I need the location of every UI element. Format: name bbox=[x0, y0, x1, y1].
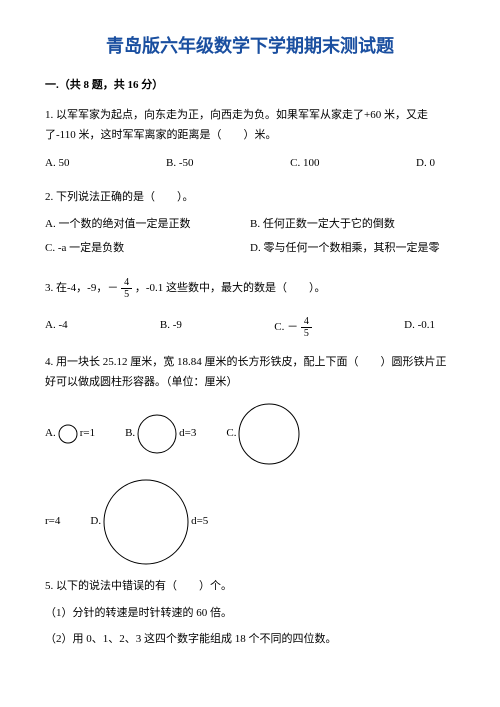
circle-b-icon bbox=[135, 412, 179, 456]
q3-opt-c-pre: C. － bbox=[274, 321, 298, 333]
q4-b-d: d=3 bbox=[179, 424, 196, 444]
q3-frac2-num: 4 bbox=[301, 316, 312, 328]
q4-text: 4. 用一块长 25.12 厘米，宽 18.84 厘米的长方形铁皮，配上下面（ … bbox=[45, 353, 455, 393]
q3-text: 3. 在-4，-9，－ 4 5 ，-0.1 这些数中，最大的数是（ ）。 bbox=[45, 277, 455, 300]
question-5: 5. 以下的说法中错误的有（ ）个。 （1）分针的转速是时针转速的 60 倍。 … bbox=[45, 577, 455, 650]
q4-d-label: D. bbox=[90, 512, 101, 532]
q5-sub2: （2）用 0、1、2、3 这四个数字能组成 18 个不同的四位数。 bbox=[45, 630, 455, 650]
q3-frac1-num: 4 bbox=[121, 277, 132, 289]
question-4: 4. 用一块长 25.12 厘米，宽 18.84 厘米的长方形铁皮，配上下面（ … bbox=[45, 353, 455, 567]
q2-opt-b: B. 任何正数一定大于它的倒数 bbox=[250, 215, 455, 235]
q4-opt-c: C. bbox=[226, 401, 302, 467]
q5-text: 5. 以下的说法中错误的有（ ）个。 bbox=[45, 577, 455, 597]
circle-a-icon bbox=[56, 422, 80, 446]
q4-row1: A. r=1 B. d=3 C. bbox=[45, 401, 455, 467]
q4-b-label: B. bbox=[125, 424, 135, 444]
q3-opt-d: D. -0.1 bbox=[404, 316, 435, 339]
q4-c-label: C. bbox=[226, 424, 236, 444]
q3-opt-a: A. -4 bbox=[45, 316, 68, 339]
q4-a-label: A. bbox=[45, 424, 56, 444]
q1-opt-c: C. 100 bbox=[290, 154, 319, 174]
q2-opt-a: A. 一个数的绝对值一定是正数 bbox=[45, 215, 250, 235]
q4-row2: r=4 D. d=5 bbox=[45, 477, 455, 567]
q1-opt-d: D. 0 bbox=[416, 154, 435, 174]
q5-sub1: （1）分针的转速是时针转速的 60 倍。 bbox=[45, 604, 455, 624]
q2-opt-d: D. 零与任何一个数相乘，其积一定是零 bbox=[250, 239, 455, 259]
q4-opt-b: B. d=3 bbox=[125, 412, 196, 456]
page-title: 青岛版六年级数学下学期期末测试题 bbox=[45, 30, 455, 62]
q4-c-r: r=4 bbox=[45, 512, 60, 532]
q4-d-d: d=5 bbox=[191, 512, 208, 532]
circle-c-icon bbox=[236, 401, 302, 467]
q3-frac-1: 4 5 bbox=[121, 277, 132, 300]
q3-frac2-den: 5 bbox=[301, 328, 312, 339]
q3-frac-2: 4 5 bbox=[301, 316, 312, 339]
q4-opt-a: A. r=1 bbox=[45, 422, 95, 446]
question-1: 1. 以军军家为起点，向东走为正，向西走为负。如果军军从家走了+60 米，又走了… bbox=[45, 106, 455, 173]
circle-d-icon bbox=[101, 477, 191, 567]
q1-opt-b: B. -50 bbox=[166, 154, 194, 174]
q3-text-post: ，-0.1 这些数中，最大的数是（ ）。 bbox=[135, 282, 326, 294]
q2-opt-c: C. -a 一定是负数 bbox=[45, 239, 250, 259]
q3-options: A. -4 B. -9 C. － 4 5 D. -0.1 bbox=[45, 316, 455, 339]
q3-frac1-den: 5 bbox=[121, 289, 132, 300]
q1-opt-a: A. 50 bbox=[45, 154, 69, 174]
section-header: 一.（共 8 题，共 16 分） bbox=[45, 76, 455, 96]
q3-text-pre: 3. 在-4，-9，－ bbox=[45, 282, 118, 294]
q4-opt-d: D. d=5 bbox=[90, 477, 208, 567]
question-3: 3. 在-4，-9，－ 4 5 ，-0.1 这些数中，最大的数是（ ）。 A. … bbox=[45, 277, 455, 339]
q4-a-r: r=1 bbox=[80, 424, 95, 444]
q2-text: 2. 下列说法正确的是（ ）。 bbox=[45, 188, 455, 208]
q2-options: A. 一个数的绝对值一定是正数 B. 任何正数一定大于它的倒数 C. -a 一定… bbox=[45, 215, 455, 263]
q3-opt-c: C. － 4 5 bbox=[274, 316, 312, 339]
question-2: 2. 下列说法正确的是（ ）。 A. 一个数的绝对值一定是正数 B. 任何正数一… bbox=[45, 188, 455, 263]
q3-opt-b: B. -9 bbox=[160, 316, 182, 339]
q1-options: A. 50 B. -50 C. 100 D. 0 bbox=[45, 154, 455, 174]
q1-text: 1. 以军军家为起点，向东走为正，向西走为负。如果军军从家走了+60 米，又走了… bbox=[45, 106, 455, 146]
